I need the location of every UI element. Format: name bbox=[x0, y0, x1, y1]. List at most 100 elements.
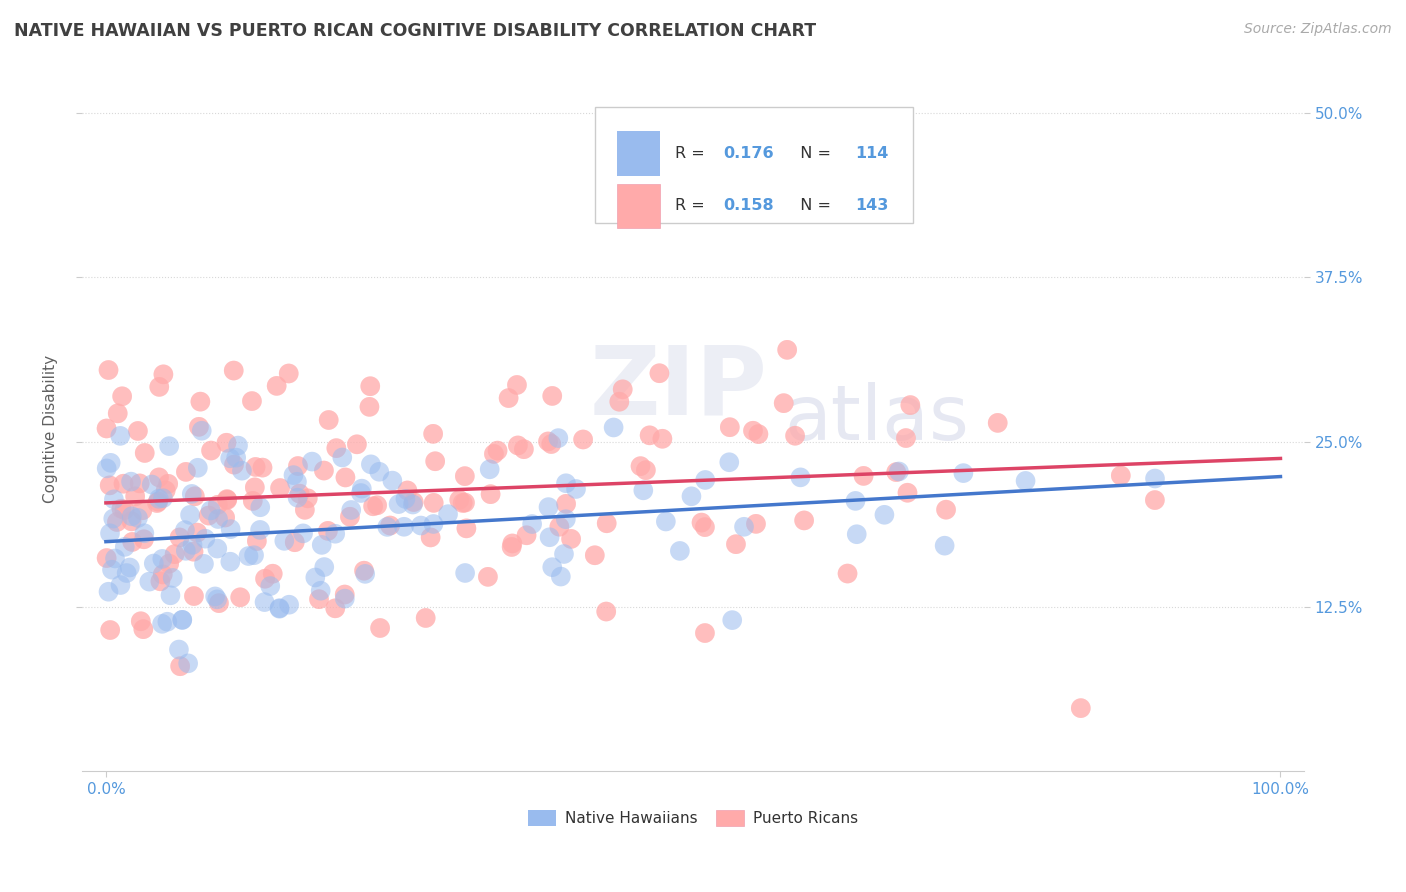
Point bbox=[339, 509, 361, 524]
Point bbox=[174, 465, 197, 479]
Point bbox=[540, 437, 562, 451]
Point bbox=[454, 495, 477, 509]
Point bbox=[555, 497, 578, 511]
Point bbox=[1070, 701, 1092, 715]
Point bbox=[634, 463, 657, 477]
Point bbox=[273, 533, 295, 548]
Point bbox=[183, 544, 205, 558]
Point bbox=[128, 476, 150, 491]
Point bbox=[107, 406, 129, 420]
Point bbox=[169, 531, 191, 545]
FancyBboxPatch shape bbox=[617, 184, 661, 228]
Point bbox=[607, 394, 630, 409]
Point bbox=[693, 520, 716, 534]
Point bbox=[98, 526, 121, 541]
Point bbox=[486, 443, 509, 458]
Point bbox=[98, 623, 121, 637]
Point bbox=[287, 458, 309, 473]
Point bbox=[648, 366, 671, 380]
Point bbox=[183, 589, 205, 603]
Point bbox=[583, 548, 606, 562]
Point bbox=[105, 515, 128, 529]
Point bbox=[169, 659, 191, 673]
Point bbox=[560, 532, 582, 546]
Point bbox=[555, 476, 578, 491]
Point bbox=[252, 460, 274, 475]
Point bbox=[157, 476, 180, 491]
Point bbox=[111, 389, 134, 403]
Point bbox=[294, 503, 316, 517]
Point bbox=[311, 538, 333, 552]
Point bbox=[392, 520, 415, 534]
Point bbox=[283, 468, 305, 483]
Point bbox=[425, 454, 447, 468]
Point bbox=[477, 570, 499, 584]
Point bbox=[148, 380, 170, 394]
Point bbox=[152, 368, 174, 382]
FancyBboxPatch shape bbox=[617, 131, 661, 176]
Point bbox=[297, 491, 319, 506]
Point bbox=[318, 413, 340, 427]
Point bbox=[852, 469, 875, 483]
Point bbox=[354, 566, 377, 581]
Point bbox=[375, 520, 398, 534]
Point bbox=[214, 510, 236, 524]
Point bbox=[350, 482, 373, 496]
Point bbox=[541, 389, 564, 403]
Point bbox=[180, 487, 202, 501]
Point bbox=[422, 496, 444, 510]
Point bbox=[422, 496, 444, 510]
Point bbox=[197, 508, 219, 523]
Point bbox=[681, 489, 703, 503]
Point bbox=[152, 368, 174, 382]
Point bbox=[402, 495, 425, 509]
Text: Source: ZipAtlas.com: Source: ZipAtlas.com bbox=[1244, 22, 1392, 37]
Point bbox=[222, 363, 245, 377]
Point bbox=[454, 469, 477, 483]
Point bbox=[560, 532, 582, 546]
Point bbox=[148, 380, 170, 394]
Point bbox=[157, 557, 180, 571]
Point bbox=[520, 516, 543, 531]
Point bbox=[132, 622, 155, 636]
Point bbox=[287, 491, 309, 505]
Point bbox=[148, 470, 170, 484]
Point bbox=[128, 476, 150, 491]
Point bbox=[138, 574, 160, 589]
Point bbox=[253, 595, 276, 609]
Point bbox=[555, 497, 578, 511]
Point bbox=[1109, 468, 1132, 483]
Point bbox=[422, 516, 444, 531]
Point bbox=[987, 416, 1010, 430]
Point bbox=[323, 601, 346, 615]
Point bbox=[238, 549, 260, 563]
Point bbox=[724, 537, 747, 551]
Point bbox=[776, 343, 799, 357]
Point bbox=[612, 382, 634, 396]
Point bbox=[217, 492, 239, 507]
Point bbox=[772, 396, 794, 410]
Point bbox=[148, 470, 170, 484]
Point bbox=[693, 626, 716, 640]
Point bbox=[208, 596, 231, 610]
Point bbox=[1143, 493, 1166, 508]
Point bbox=[308, 592, 330, 607]
Point bbox=[278, 598, 301, 612]
Point bbox=[655, 515, 678, 529]
Point bbox=[456, 521, 478, 535]
Point bbox=[506, 438, 529, 452]
Point bbox=[742, 424, 765, 438]
Point bbox=[366, 498, 388, 512]
Point bbox=[323, 601, 346, 615]
Point bbox=[169, 659, 191, 673]
Point bbox=[207, 512, 229, 526]
Text: R =: R = bbox=[675, 146, 710, 161]
Point bbox=[150, 616, 173, 631]
Point bbox=[129, 614, 152, 628]
Point bbox=[346, 437, 368, 451]
Point bbox=[225, 450, 247, 465]
Point bbox=[193, 557, 215, 571]
Point bbox=[333, 588, 356, 602]
Point bbox=[110, 578, 132, 592]
Point bbox=[873, 508, 896, 522]
